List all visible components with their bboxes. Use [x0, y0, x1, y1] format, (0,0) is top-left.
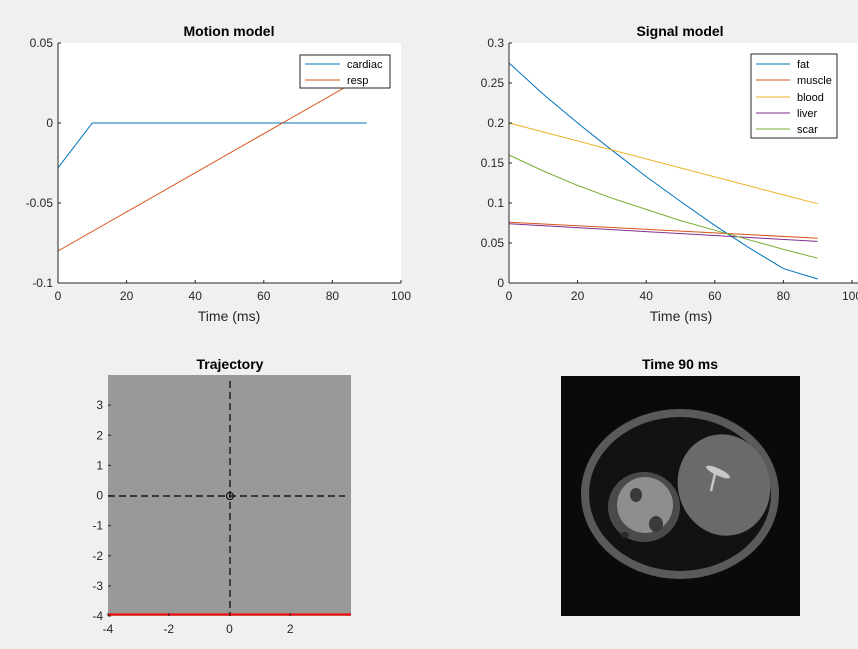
phantom-lesion-edge — [621, 532, 629, 538]
legend-label-blood: blood — [797, 92, 824, 104]
signal-x-label: Time (ms) — [650, 308, 712, 324]
legend-label-cardiac: cardiac — [347, 59, 383, 71]
trajectory-y-tick-label: 1 — [96, 458, 103, 472]
signal-y-tick-label: 0.05 — [481, 236, 505, 250]
trajectory-y-tick-label: -3 — [92, 579, 103, 593]
signal-y-ticks: 0 0.05 0.1 0.15 0.2 0.25 0.3 — [481, 36, 512, 290]
motion-y-tick-label: 0.05 — [30, 36, 54, 50]
trajectory-y-tick-label: 3 — [96, 398, 103, 412]
motion-x-tick-label: 0 — [55, 289, 62, 303]
signal-x-tick-label: 20 — [571, 289, 585, 303]
motion-x-ticks: 0 20 40 60 80 100 — [55, 280, 411, 303]
signal-y-tick-label: 0.15 — [481, 156, 505, 170]
legend-label-resp: resp — [347, 75, 368, 87]
motion-y-tick-label: -0.05 — [26, 196, 54, 210]
phantom-image-title: Time 90 ms — [642, 356, 718, 372]
trajectory-y-tick-label: -2 — [92, 549, 103, 563]
phantom-heart-cavity — [617, 477, 673, 533]
signal-model-title: Signal model — [636, 23, 723, 39]
signal-legend-box — [750, 53, 838, 139]
trajectory-x-tick-label: 0 — [226, 622, 233, 636]
signal-x-tick-label: 0 — [506, 289, 513, 303]
legend-label-muscle: muscle — [797, 75, 832, 87]
motion-x-tick-label: 20 — [120, 289, 134, 303]
legend-label-scar: scar — [797, 124, 818, 136]
trajectory-y-tick-label: -1 — [92, 519, 103, 533]
signal-x-tick-label: 60 — [708, 289, 722, 303]
legend-label-fat: fat — [797, 59, 809, 71]
signal-y-tick-label: 0.1 — [487, 196, 504, 210]
motion-x-label: Time (ms) — [198, 308, 260, 324]
trajectory-y-tick-label: -4 — [92, 609, 103, 623]
motion-x-tick-label: 60 — [257, 289, 271, 303]
phantom-lesion-lower — [649, 516, 663, 532]
phantom-lesion-upper — [630, 488, 642, 502]
signal-y-tick-label: 0.3 — [487, 36, 504, 50]
motion-x-tick-label: 80 — [326, 289, 340, 303]
signal-series-line-fat — [508, 62, 818, 280]
signal-series-line-muscle — [508, 221, 818, 239]
signal-y-tick-label: 0.2 — [487, 116, 504, 130]
signal-model-axes: Signal model 0 20 40 60 80 100 0 0.05 0.1 0.15 0.… — [481, 23, 858, 324]
signal-y-tick-label: 0.25 — [481, 76, 505, 90]
motion-legend-box — [299, 54, 391, 89]
motion-x-tick-label: 40 — [189, 289, 203, 303]
motion-model-title: Motion model — [184, 23, 275, 39]
legend-label-liver: liver — [797, 108, 818, 120]
motion-series-line-cardiac — [57, 122, 367, 169]
phantom-image-panel: Time 90 ms — [561, 356, 800, 616]
motion-x-tick-label: 100 — [391, 289, 411, 303]
trajectory-x-tick-label: 2 — [287, 622, 294, 636]
signal-series-line-blood — [508, 122, 818, 205]
trajectory-x-tick-label: -2 — [163, 622, 174, 636]
trajectory-y-tick-label: 2 — [96, 428, 103, 442]
phantom-vessel-horizontal — [706, 465, 730, 479]
motion-y-tick-label: -0.1 — [32, 276, 53, 290]
motion-y-tick-label: 0 — [46, 116, 53, 130]
trajectory-title: Trajectory — [197, 356, 264, 372]
signal-x-tick-label: 100 — [842, 289, 858, 303]
trajectory-x-tick-label: -4 — [103, 622, 114, 636]
motion-model-axes: Motion model 0 20 40 60 80 100 -0.1 -0.05 0 0.05… — [26, 23, 412, 324]
phantom-vessel-branch — [709, 473, 717, 492]
trajectory-y-tick-label: 0 — [96, 489, 103, 503]
motion-y-ticks: -0.1 -0.05 0 0.05 — [26, 36, 61, 290]
signal-series-line-liver — [508, 223, 818, 242]
signal-series-group — [508, 62, 818, 280]
phantom-liver-organ — [677, 434, 771, 536]
signal-x-tick-label: 80 — [777, 289, 791, 303]
trajectory-y-ticks: -4 -3 -2 -1 0 1 2 3 — [92, 398, 111, 623]
signal-y-tick-label: 0 — [497, 276, 504, 290]
motion-series-line-resp — [57, 74, 367, 252]
signal-legend: fat muscle blood liver scar — [750, 53, 838, 139]
trajectory-axes: Trajectory -4 -2 0 2 -4 -3 -2 -1 0 1 2 3 — [92, 356, 351, 636]
motion-legend: cardiac resp — [299, 54, 391, 89]
trajectory-origin-marker — [226, 492, 234, 500]
signal-x-tick-label: 40 — [640, 289, 654, 303]
signal-x-ticks: 0 20 40 60 80 100 — [506, 280, 858, 303]
motion-series-group — [57, 74, 367, 252]
signal-series-line-scar — [508, 154, 818, 259]
